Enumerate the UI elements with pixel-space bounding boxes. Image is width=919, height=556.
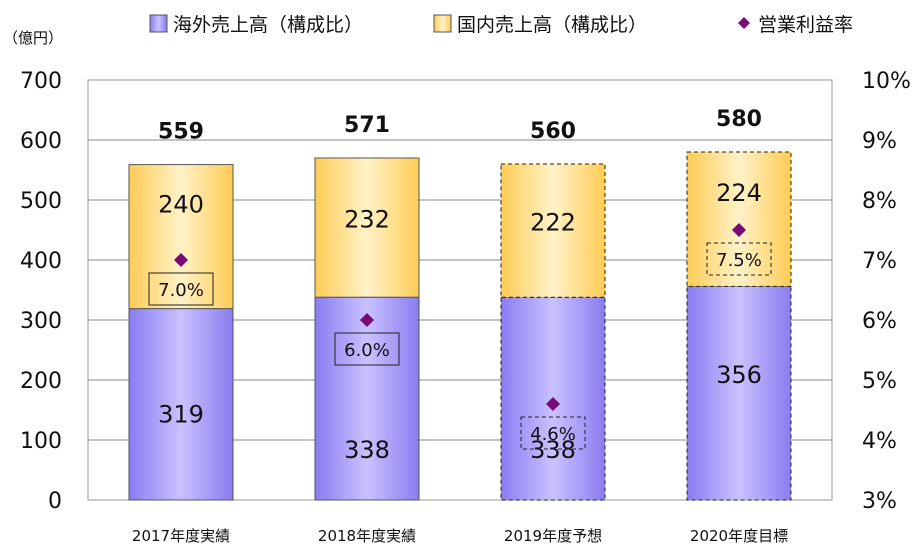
bar-total-label: 559 bbox=[158, 120, 204, 145]
right-tick-label: 9% bbox=[862, 129, 897, 154]
margin-marker bbox=[732, 223, 746, 237]
margin-label: 4.6% bbox=[530, 424, 576, 445]
axes: 0 100 200 300 400 500 600 700 3% 4% 5% 6% 7% 8% 9% 10% 2… bbox=[20, 69, 911, 545]
right-tick-label: 3% bbox=[862, 489, 897, 514]
bar-label-overseas: 356 bbox=[716, 361, 762, 389]
left-tick-label: 300 bbox=[20, 309, 62, 334]
margin-marker bbox=[174, 253, 188, 267]
bar-total-label: 580 bbox=[716, 107, 762, 132]
left-tick-label: 100 bbox=[20, 429, 62, 454]
bar-label-domestic: 222 bbox=[530, 209, 576, 237]
margin-label: 7.5% bbox=[716, 250, 762, 271]
bar-total-label: 560 bbox=[530, 119, 576, 144]
bar-overseas bbox=[686, 285, 792, 501]
data-labels: 319 240 559 7.0% 338 232 571 6.0% 338 222 560 4.6% 3… bbox=[148, 107, 772, 464]
bar-label-domestic: 232 bbox=[344, 206, 390, 234]
margin-marker bbox=[360, 313, 374, 327]
legend-swatch-domestic bbox=[433, 14, 452, 33]
right-tick-label: 7% bbox=[862, 249, 897, 274]
legend-swatch-overseas bbox=[149, 14, 168, 33]
bar-total-label: 571 bbox=[344, 113, 390, 138]
margin-marker bbox=[546, 397, 560, 411]
bar-domestic bbox=[314, 157, 420, 298]
plot-border bbox=[87, 79, 833, 501]
category-label: 2017年度実績 bbox=[132, 527, 230, 545]
bar-label-domestic: 240 bbox=[158, 191, 204, 219]
left-tick-label: 0 bbox=[48, 489, 62, 514]
right-tick-label: 8% bbox=[862, 189, 897, 214]
margin-label-box bbox=[148, 272, 214, 306]
category-label: 2018年度実績 bbox=[318, 527, 416, 545]
right-tick-label: 5% bbox=[862, 369, 897, 394]
left-tick-label: 500 bbox=[20, 189, 62, 214]
bars bbox=[128, 151, 792, 501]
margin-label-box bbox=[520, 416, 586, 450]
category-label: 2020年度目標 bbox=[690, 527, 788, 545]
margin-label: 7.0% bbox=[158, 280, 204, 301]
bar-label-overseas: 319 bbox=[158, 400, 204, 428]
left-tick-label: 200 bbox=[20, 369, 62, 394]
left-axis-unit: （億円） bbox=[3, 29, 63, 47]
left-tick-label: 400 bbox=[20, 249, 62, 274]
bar-label-domestic: 224 bbox=[716, 179, 762, 207]
margin-label-box bbox=[706, 242, 772, 276]
bar-label-overseas: 338 bbox=[344, 436, 390, 464]
legend-label-margin: 営業利益率 bbox=[758, 14, 853, 36]
bar-domestic bbox=[128, 164, 234, 310]
left-tick-label: 700 bbox=[20, 69, 62, 94]
right-tick-label: 4% bbox=[862, 429, 897, 454]
margin-label: 6.0% bbox=[344, 340, 390, 361]
legend-marker-margin bbox=[738, 17, 750, 29]
right-tick-label: 10% bbox=[862, 69, 911, 94]
bar-overseas bbox=[128, 308, 234, 501]
left-tick-label: 600 bbox=[20, 129, 62, 154]
bar-label-overseas: 338 bbox=[530, 436, 576, 464]
category-label: 2019年度予想 bbox=[504, 527, 602, 545]
bar-overseas bbox=[314, 296, 420, 501]
bar-domestic bbox=[500, 163, 606, 298]
legend-label-overseas: 海外売上高（構成比） bbox=[173, 14, 363, 36]
right-tick-label: 6% bbox=[862, 309, 897, 334]
legend: 海外売上高（構成比） 国内売上高（構成比） 営業利益率 bbox=[149, 14, 853, 36]
margin-label-box bbox=[334, 332, 400, 366]
bar-domestic bbox=[686, 151, 792, 287]
legend-label-domestic: 国内売上高（構成比） bbox=[457, 14, 647, 36]
